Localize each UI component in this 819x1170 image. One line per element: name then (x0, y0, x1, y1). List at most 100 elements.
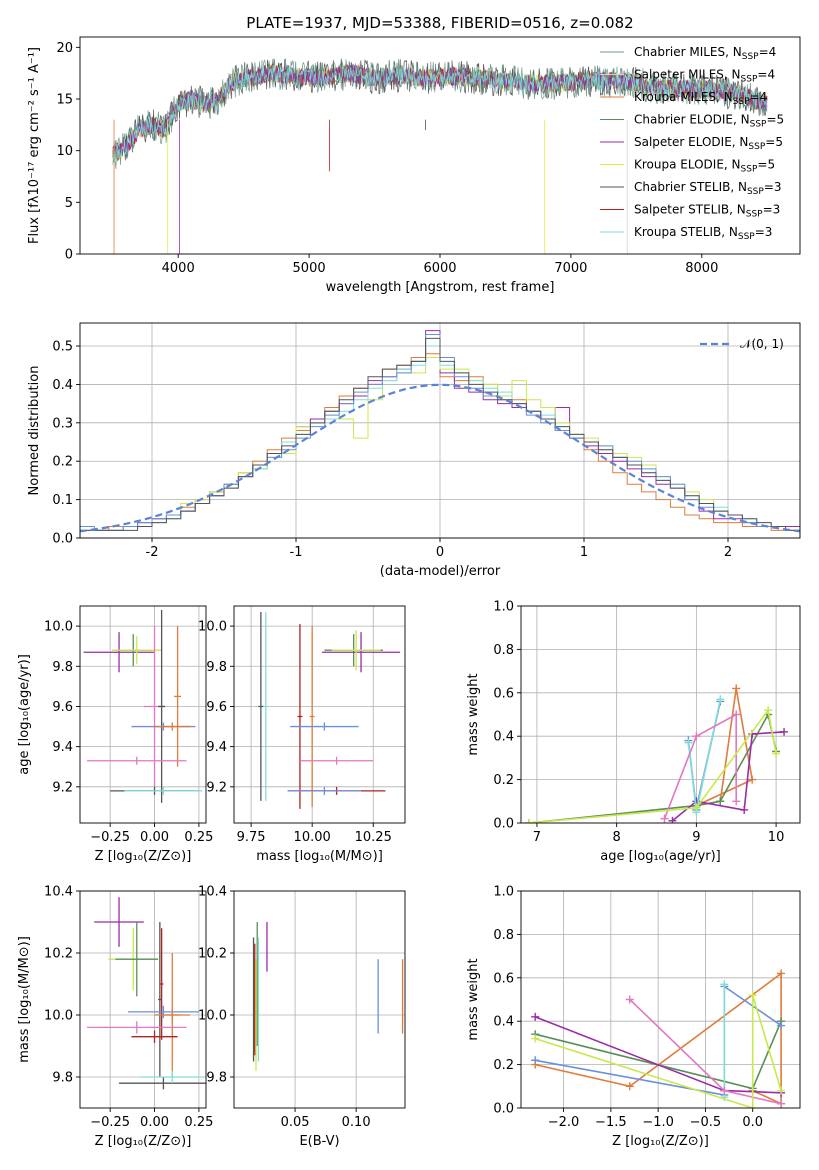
panel0-xtick-label: 7000 (554, 261, 587, 276)
panel0-xlabel: wavelength [Angstrom, rest frame] (326, 280, 555, 295)
weight-marker (777, 1086, 786, 1095)
panel2-ytick-label: 9.8 (52, 660, 73, 675)
weight-marker (692, 803, 701, 812)
weight-marker (625, 1082, 634, 1091)
panel6-xlabel: E(B-V) (299, 1134, 339, 1149)
panel4-ytick-label: 0.8 (493, 643, 514, 658)
panel3-ytick-label: 9.8 (206, 660, 227, 675)
panel7-xlabel: Z [log₁₀(Z/Z⊙)] (612, 1134, 709, 1149)
weight-marker (732, 684, 741, 693)
panel1-xtick-label: -2 (146, 545, 159, 560)
weight-marker (692, 732, 701, 741)
panel1-ytick-label: 0.5 (52, 340, 73, 355)
panel1-xlabel: (data-model)/error (380, 564, 501, 579)
weight-line (528, 708, 777, 823)
panel2-xtick-label: −0.25 (90, 830, 130, 845)
weight-line (687, 701, 722, 811)
panel5-xtick-label: −0.25 (90, 1115, 130, 1130)
weight-marker (668, 816, 677, 823)
weight-marker (748, 991, 757, 1000)
panel1-xtick-label: 0 (436, 545, 444, 560)
panel1-xtick-label: 2 (724, 545, 732, 560)
panel6-plot-area (252, 922, 404, 1071)
histogram-step (80, 337, 800, 538)
panel7-frame (520, 890, 801, 1109)
panel1-xtick-label: -1 (290, 545, 303, 560)
panel1-ytick-label: 0.4 (52, 378, 73, 393)
panel5-ytick-label: 10.4 (44, 885, 73, 900)
panel3-xtick-label: 9.75 (237, 830, 266, 845)
weight-marker (777, 969, 786, 978)
panel7-xtick-label: −1.5 (595, 1115, 627, 1130)
weight-marker (777, 1099, 786, 1108)
panel4-plot-area (524, 684, 789, 823)
panel7-ytick-label: 0.2 (493, 1058, 514, 1073)
spectrum-line (112, 64, 768, 165)
weight-marker (716, 797, 725, 806)
panel4-xlabel: age [log₁₀(age/yr)] (600, 849, 721, 864)
weight-marker (777, 1021, 786, 1030)
panel0-ytick-label: 10 (56, 144, 73, 159)
panel1-plot-area (80, 330, 800, 538)
panel0-xtick-label: 4000 (162, 261, 195, 276)
panel5-xtick-label: 0.25 (184, 1115, 213, 1130)
panel1-xtick-label: 1 (580, 545, 588, 560)
panel2-ytick-label: 9.4 (52, 740, 73, 755)
panel6-ytick-label: 10.4 (198, 885, 227, 900)
panel7-ylabel: mass weight (466, 958, 481, 1040)
weight-line (687, 699, 722, 813)
panel5-ylabel: mass [log₁₀(M/M⊙)] (17, 936, 32, 1063)
panel4-xtick-label: 8 (613, 830, 621, 845)
panel5-ytick-label: 10.2 (44, 947, 73, 962)
panel4-ytick-label: 0.2 (493, 773, 514, 788)
panel2-xlabel: Z [log₁₀(Z/Z⊙)] (95, 849, 192, 864)
panel7-plot-area (531, 969, 786, 1108)
panel4-xtick-label: 7 (533, 830, 541, 845)
weight-line (528, 712, 777, 823)
weight-marker (720, 980, 729, 989)
weight-marker (531, 1012, 540, 1021)
panel2-ytick-label: 9.2 (52, 780, 73, 795)
weight-marker (740, 805, 749, 814)
weight-marker (660, 814, 669, 823)
panel4-ytick-label: 1.0 (493, 600, 514, 615)
panel7-ytick-label: 0.0 (493, 1102, 514, 1117)
panel3-xlabel: mass [log₁₀(M/M⊙)] (256, 849, 383, 864)
panel0-ytick-label: 5 (65, 196, 73, 211)
normal-pdf-line (80, 383, 800, 533)
panel0-xtick-label: 5000 (293, 261, 326, 276)
panel6-xtick-label: 0.05 (281, 1115, 310, 1130)
weight-marker (732, 797, 741, 806)
panel5-plot-area (87, 897, 206, 1090)
weight-marker (524, 819, 533, 823)
weight-marker (748, 1104, 757, 1108)
panel7-ytick-label: 0.8 (493, 928, 514, 943)
panel3-ytick-label: 10.0 (198, 620, 227, 635)
panel7-xtick-label: −1.0 (642, 1115, 674, 1130)
panel7-xtick-label: 0.0 (742, 1115, 763, 1130)
legend-label: Kroupa ELODIE, NSSP=5 (634, 158, 775, 175)
legend-label: Kroupa STELIB, NSSP=3 (634, 225, 772, 242)
chart-title: PLATE=1937, MJD=53388, FIBERID=0516, z=0… (246, 14, 633, 32)
panel2-ylabel: age [log₁₀(age/yr)] (17, 654, 32, 775)
panel5-frame (79, 890, 207, 1109)
panel1-ylabel: Normed distribution (27, 366, 42, 496)
panel4-xtick-label: 10 (768, 830, 785, 845)
panel0-ylabel: Flux [fλ10⁻¹⁷ erg cm⁻² s⁻¹ A⁻¹] (27, 47, 42, 244)
panel7-xtick-label: −2.0 (548, 1115, 580, 1130)
panel3-ytick-label: 9.4 (206, 740, 227, 755)
weight-marker (748, 775, 757, 784)
legend-label: Kroupa MILES, NSSP=4 (634, 90, 767, 107)
legend-label: Salpeter STELIB, NSSP=3 (634, 203, 780, 220)
panel6-ytick-label: 10.0 (198, 1009, 227, 1024)
spectrum-line (112, 64, 768, 158)
weight-line (663, 713, 738, 819)
legend-label: Chabrier STELIB, NSSP=3 (634, 180, 782, 197)
weight-marker (780, 727, 789, 736)
panel2-xtick-label: 0.25 (184, 830, 213, 845)
panel6-ytick-label: 10.2 (198, 947, 227, 962)
weight-marker (732, 710, 741, 719)
panel4-ytick-label: 0.4 (493, 730, 514, 745)
panel7-ytick-label: 1.0 (493, 885, 514, 900)
